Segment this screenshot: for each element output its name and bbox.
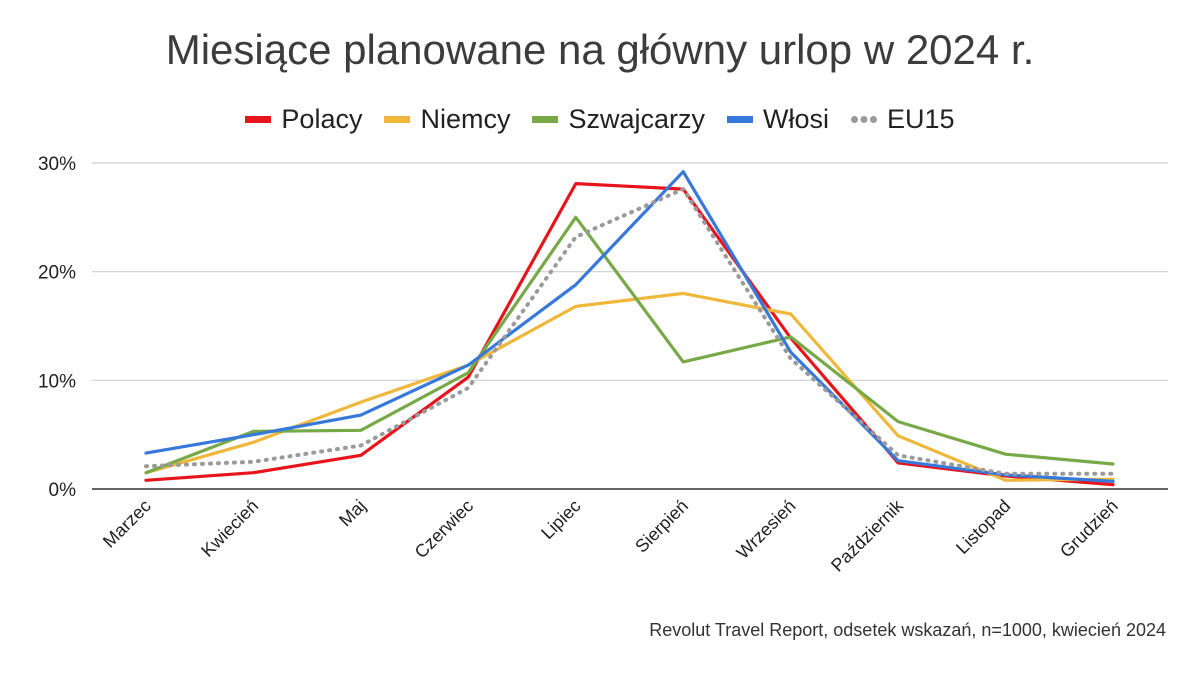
chart-title: Miesiące planowane na główny urlop w 202…	[165, 26, 1035, 73]
y-tick-label-20: 20%	[38, 263, 76, 284]
y-tick-label-0: 0%	[49, 480, 77, 501]
x-tick-label-8: Listopad	[952, 496, 1014, 558]
chart-legend: Polacy Niemcy Szwajcarzy Włosi EU15	[0, 104, 1200, 135]
x-tick-label-6: Wrzesień	[733, 496, 800, 563]
x-tick-label-3: Czerwiec	[411, 496, 477, 562]
legend-swatch-wlosi	[727, 116, 754, 123]
legend-label-niemcy: Niemcy	[420, 104, 511, 134]
source-note: Revolut Travel Report, odsetek wskazań, …	[649, 620, 1166, 640]
series-line-polacy	[144, 182, 1115, 487]
legend-label-szwajcarzy: Szwajcarzy	[568, 104, 706, 134]
x-tick-label-5: Sierpień	[631, 496, 692, 557]
x-tick-label-2: Maj	[335, 496, 370, 531]
legend-item-wlosi: Włosi	[727, 104, 829, 135]
x-tick-label-4: Lipiec	[537, 496, 584, 543]
series-line-szwajcarzy	[144, 215, 1115, 475]
legend-label-wlosi: Włosi	[763, 104, 830, 134]
series-line-eu15	[144, 187, 1115, 476]
legend-item-niemcy: Niemcy	[384, 104, 510, 135]
x-tick-label-1: Kwiecień	[197, 496, 262, 561]
series-line-włosi	[144, 170, 1115, 483]
x-tick-label-0: Marzec	[99, 496, 155, 552]
legend-item-polacy: Polacy	[245, 104, 362, 135]
legend-item-szwajcarzy: Szwajcarzy	[532, 104, 705, 135]
legend-item-eu15: EU15	[851, 104, 955, 135]
legend-label-eu15: EU15	[887, 104, 955, 134]
x-tick-label-9: Grudzień	[1056, 496, 1122, 562]
y-tick-label-10: 10%	[38, 371, 76, 392]
legend-swatch-niemcy	[384, 116, 411, 123]
x-tick-label-7: Październik	[827, 495, 908, 576]
legend-swatch-szwajcarzy	[532, 116, 559, 123]
series-line-niemcy	[144, 291, 1115, 482]
legend-label-polacy: Polacy	[281, 104, 363, 134]
legend-swatch-polacy	[245, 116, 272, 123]
y-tick-label-30: 30%	[38, 154, 76, 175]
legend-swatch-eu15	[851, 116, 878, 123]
